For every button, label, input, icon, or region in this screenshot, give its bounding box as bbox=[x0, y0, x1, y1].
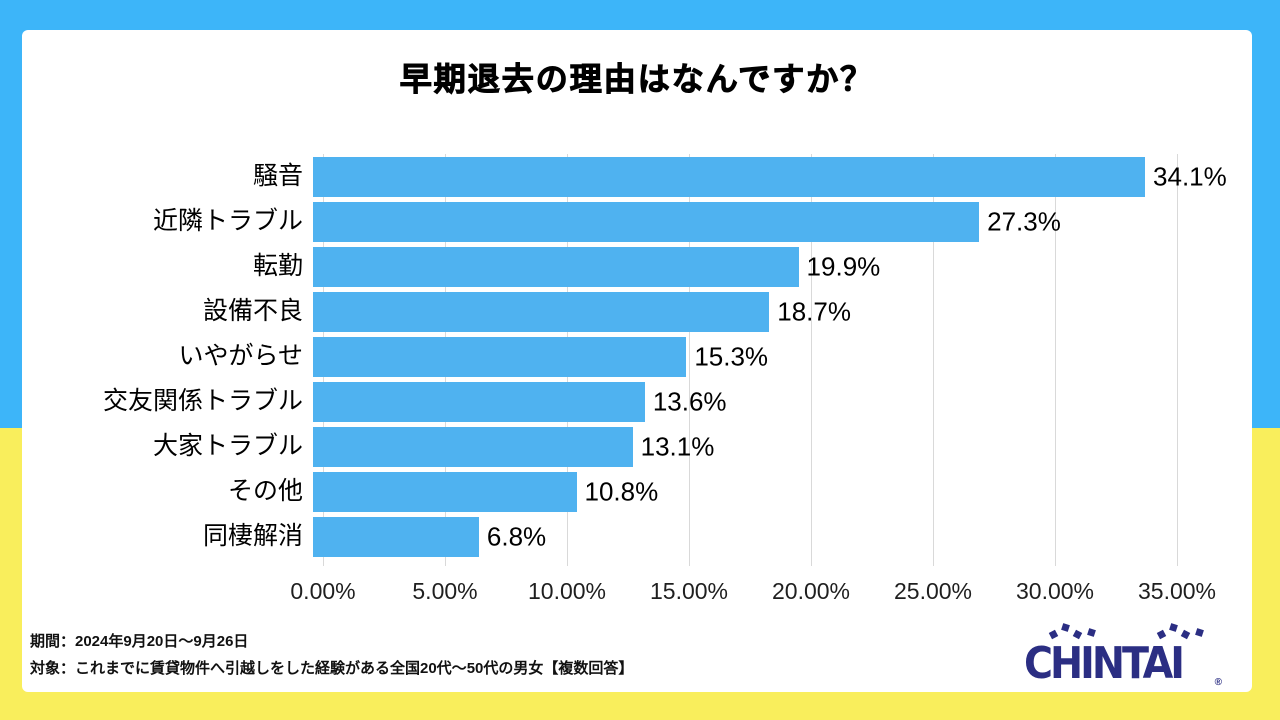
bar: 13.1% bbox=[313, 426, 714, 467]
logo-sparkle-icon bbox=[1087, 628, 1096, 637]
bar: 15.3% bbox=[313, 336, 768, 377]
bar: 27.3% bbox=[313, 201, 1061, 242]
bar-track: 15.3% bbox=[313, 336, 1167, 377]
gridline bbox=[1055, 154, 1056, 566]
bar: 13.6% bbox=[313, 381, 727, 422]
survey-period: 期間：2024年9月20日～9月26日 bbox=[30, 633, 249, 650]
x-axis-tick-label: 10.00% bbox=[527, 578, 607, 604]
value-label: 15.3% bbox=[694, 341, 769, 371]
value-label: 18.7% bbox=[777, 296, 851, 326]
chart-row: その他 10.8% bbox=[22, 469, 1252, 514]
category-label: 騒音 bbox=[252, 161, 303, 190]
gridline bbox=[933, 154, 934, 566]
x-axis-tick-label: 5.00% bbox=[412, 578, 478, 604]
bar-chart: 騒音 34.1% 近隣トラブル 27.3% 転勤 19.9% 設備不良 18.7% いやがらせ 1… bbox=[22, 154, 1252, 624]
chart-row: 転勤 19.9% bbox=[22, 244, 1252, 289]
survey-notes: 期間：2024年9月20日～9月26日 対象：これまでに賃貸物件へ引越しをした経… bbox=[30, 628, 633, 682]
x-axis-tick-label: 30.00% bbox=[1015, 578, 1095, 604]
bar: 6.8% bbox=[313, 516, 546, 557]
bar-track: 10.8% bbox=[313, 471, 1167, 512]
bar-track: 27.3% bbox=[313, 201, 1167, 242]
bar-track: 34.1% bbox=[313, 156, 1227, 197]
value-label: 10.8% bbox=[584, 476, 659, 506]
x-axis-tick-label: 35.00% bbox=[1137, 578, 1217, 604]
chart-card: 早期退去の理由はなんですか？ 騒音 34.1% 近隣トラブル 27.3% 転勤 19.9%… bbox=[22, 30, 1252, 692]
logo-sparkle-icon bbox=[1061, 623, 1070, 632]
bar-rows: 騒音 34.1% 近隣トラブル 27.3% 転勤 19.9% 設備不良 18.7% いやがらせ 1… bbox=[22, 154, 1252, 559]
category-label: その他 bbox=[227, 476, 303, 505]
x-axis: 0.00% 5.00% 10.00% 15.00% 20.00% 25.00% 30.00%… bbox=[290, 578, 1216, 610]
bar: 34.1% bbox=[313, 156, 1227, 197]
registered-mark: ® bbox=[1214, 677, 1222, 688]
chart-row: 交友関係トラブル 13.6% bbox=[22, 379, 1252, 424]
category-label: いやがらせ bbox=[178, 341, 303, 370]
logo-sparkle-icon bbox=[1195, 628, 1204, 637]
category-label: 同棲解消 bbox=[202, 521, 303, 550]
chart-row: 同棲解消 6.8% bbox=[22, 514, 1252, 559]
gridline bbox=[1177, 154, 1178, 566]
chart-title: 早期退去の理由はなんですか？ bbox=[399, 61, 875, 98]
chart-row: 設備不良 18.7% bbox=[22, 289, 1252, 334]
x-axis-tick-label: 25.00% bbox=[893, 578, 973, 604]
x-axis-tick-label: 0.00% bbox=[290, 578, 356, 604]
chart-row: 大家トラブル 13.1% bbox=[22, 424, 1252, 469]
chart-row: 騒音 34.1% bbox=[22, 154, 1252, 199]
value-label: 27.3% bbox=[987, 206, 1061, 236]
logo-wordmark: CHINTAI bbox=[1024, 638, 1185, 689]
category-label: 大家トラブル bbox=[152, 431, 303, 460]
value-label: 19.9% bbox=[806, 251, 881, 281]
bar: 18.7% bbox=[313, 291, 851, 332]
value-label: 34.1% bbox=[1153, 161, 1227, 191]
bar-track: 18.7% bbox=[313, 291, 1167, 332]
value-label: 13.1% bbox=[640, 431, 715, 461]
bar: 19.9% bbox=[313, 246, 880, 287]
gridline bbox=[689, 154, 690, 566]
gridline bbox=[811, 154, 812, 566]
bar: 10.8% bbox=[313, 471, 658, 512]
category-label: 設備不良 bbox=[202, 296, 303, 325]
category-label: 転勤 bbox=[252, 251, 303, 280]
category-label: 近隣トラブル bbox=[152, 206, 303, 235]
x-axis-tick-label: 20.00% bbox=[771, 578, 851, 604]
value-label: 13.6% bbox=[652, 386, 727, 416]
chart-row: いやがらせ 15.3% bbox=[22, 334, 1252, 379]
bar-track: 13.1% bbox=[313, 426, 1167, 467]
chart-row: 近隣トラブル 27.3% bbox=[22, 199, 1252, 244]
bar-track: 6.8% bbox=[313, 516, 1167, 557]
x-axis-tick-label: 15.00% bbox=[649, 578, 729, 604]
bar-track: 13.6% bbox=[313, 381, 1167, 422]
category-label: 交友関係トラブル bbox=[102, 386, 303, 415]
survey-target: 対象：これまでに賃貸物件へ引越しをした経験がある全国20代～50代の男女【複数回… bbox=[30, 660, 634, 677]
chintai-logo: CHINTAI ® bbox=[1024, 622, 1222, 689]
value-label: 6.8% bbox=[486, 521, 547, 551]
logo-sparkle-icon bbox=[1180, 629, 1191, 640]
bar-track: 19.9% bbox=[313, 246, 1167, 287]
logo-sparkle-icon bbox=[1169, 623, 1178, 632]
